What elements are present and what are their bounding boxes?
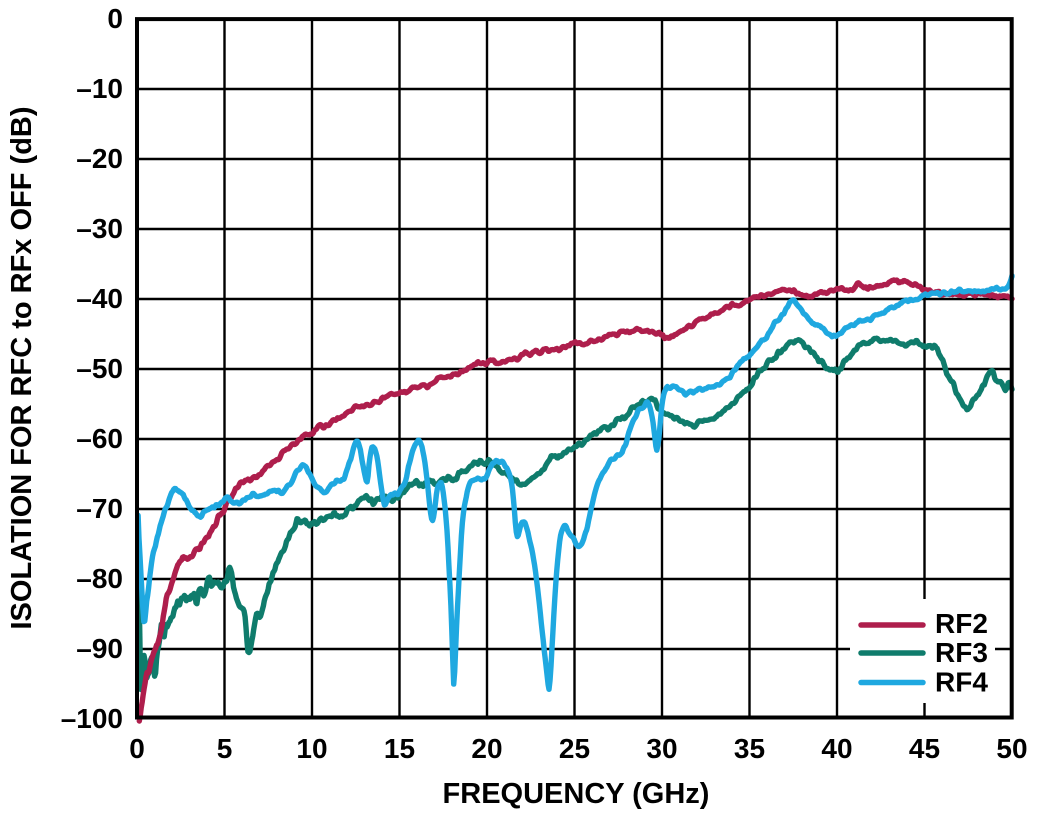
svg-text:45: 45 xyxy=(909,733,940,764)
svg-text:–30: –30 xyxy=(76,213,123,244)
svg-text:–80: –80 xyxy=(76,563,123,594)
svg-text:30: 30 xyxy=(646,733,677,764)
svg-text:35: 35 xyxy=(734,733,765,764)
svg-text:40: 40 xyxy=(821,733,852,764)
svg-text:25: 25 xyxy=(559,733,590,764)
svg-text:0: 0 xyxy=(129,733,145,764)
svg-text:FREQUENCY (GHz): FREQUENCY (GHz) xyxy=(443,778,710,810)
svg-text:ISOLATION FOR RFC to RFx OFF (: ISOLATION FOR RFC to RFx OFF (dB) xyxy=(6,106,38,629)
svg-text:–50: –50 xyxy=(76,353,123,384)
svg-text:10: 10 xyxy=(296,733,327,764)
svg-text:–60: –60 xyxy=(76,423,123,454)
svg-text:15: 15 xyxy=(384,733,415,764)
svg-text:–10: –10 xyxy=(76,73,123,104)
svg-text:–90: –90 xyxy=(76,633,123,664)
svg-text:RF4: RF4 xyxy=(935,667,988,698)
svg-text:–100: –100 xyxy=(61,703,123,734)
svg-text:0: 0 xyxy=(107,3,123,34)
svg-text:50: 50 xyxy=(996,733,1027,764)
svg-text:–70: –70 xyxy=(76,493,123,524)
svg-text:–40: –40 xyxy=(76,283,123,314)
svg-text:RF2: RF2 xyxy=(935,608,988,639)
svg-text:5: 5 xyxy=(217,733,233,764)
svg-text:–20: –20 xyxy=(76,143,123,174)
svg-text:20: 20 xyxy=(471,733,502,764)
svg-text:RF3: RF3 xyxy=(935,637,988,668)
